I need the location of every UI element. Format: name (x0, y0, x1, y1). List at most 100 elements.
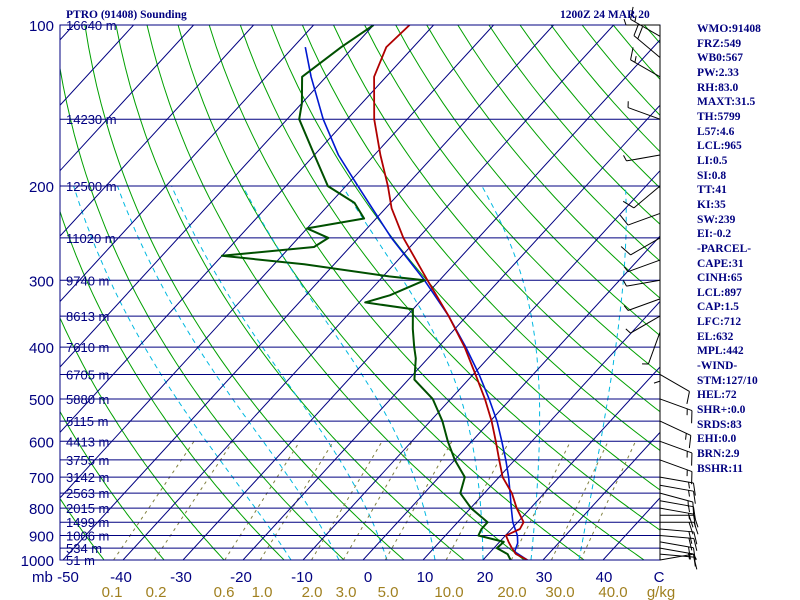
barb-shaft (633, 35, 661, 58)
stat-line: LCL:965 (697, 140, 742, 153)
stat-line: SRDS:83 (697, 418, 742, 431)
barb-shaft (659, 492, 693, 503)
stat-line: CAP:1.5 (697, 301, 739, 314)
barb-shaft (630, 237, 661, 256)
wind-barb (623, 18, 660, 26)
barb-shaft (659, 547, 694, 555)
barb-half-flag (623, 280, 627, 287)
pressure-label: 800 (29, 501, 54, 518)
barb-shaft (626, 154, 661, 162)
barb-shaft (627, 107, 661, 120)
stat-line: LI:0.5 (697, 154, 728, 167)
stat-line: PW:2.33 (697, 66, 739, 79)
stat-line: TT:41 (697, 184, 727, 197)
wind-barb (625, 315, 661, 334)
temp-tick-label: -20 (230, 569, 252, 586)
pressure-label: 700 (29, 470, 54, 487)
pressure-label: 600 (29, 434, 54, 451)
stat-line: EL:632 (697, 330, 734, 343)
isotherm (122, 25, 614, 560)
wind-barb (619, 212, 661, 226)
height-label: 5880 m (66, 392, 109, 407)
mixing-ratio-label: 2.0 (302, 584, 323, 600)
stat-line: CINH:65 (697, 272, 743, 285)
barb-half-flag (623, 155, 627, 162)
wind-barb (630, 47, 661, 78)
wind-barb (620, 237, 661, 256)
barb-flag (692, 491, 696, 504)
barb-shaft (659, 420, 692, 436)
pressure-label: 400 (29, 340, 54, 357)
isotherm (182, 39, 660, 560)
barb-shaft (630, 59, 661, 78)
height-label: 534 m (66, 541, 102, 556)
barb-flag (633, 23, 640, 36)
stat-line: L57:4.6 (697, 125, 735, 138)
moist-adiabat (117, 185, 340, 560)
pressure-label: 500 (29, 392, 54, 409)
barb-flag (619, 214, 629, 226)
stat-line: CAPE:31 (697, 257, 744, 270)
stat-line: RH:83.0 (697, 81, 739, 94)
wind-barb (659, 476, 696, 496)
barb-shaft (659, 440, 693, 454)
temp-tick-label: -40 (110, 569, 132, 586)
barb-half-flag (688, 482, 690, 489)
wind-barb (659, 547, 696, 567)
stat-line: STM:127/10 (697, 374, 758, 387)
dry-adiabat (146, 25, 525, 560)
mixing-ratio-line (259, 441, 334, 560)
mixing-ratio-line (224, 441, 301, 560)
wind-barb (642, 331, 661, 365)
barb-shaft (659, 507, 694, 515)
height-label: 51 m (66, 553, 95, 568)
barb-half-flag (685, 433, 687, 440)
barb-flag (692, 506, 696, 520)
wind-barb (659, 440, 693, 466)
height-label: 1006 m (66, 529, 109, 544)
moist-adiabat (578, 186, 627, 560)
mixing-ratio-line (510, 441, 571, 560)
isotherm (60, 25, 434, 434)
stat-line: -PARCEL- (697, 242, 752, 255)
wind-barb (659, 500, 696, 520)
height-label: 7610 m (66, 340, 109, 355)
barb-flag (688, 546, 691, 560)
wind-barb (622, 185, 661, 209)
barb-flag (688, 522, 694, 535)
barb-shaft (659, 528, 694, 533)
barb-shaft (630, 315, 661, 334)
barb-half-flag (623, 266, 629, 272)
isotherm (62, 25, 554, 560)
barb-flag (693, 531, 698, 545)
wind-barb (659, 398, 693, 424)
wind-barb (659, 459, 693, 485)
barb-flag (688, 537, 693, 551)
dry-adiabat (60, 209, 285, 560)
pressure-label: 200 (29, 179, 54, 196)
stat-line: BSHR:11 (697, 462, 744, 475)
barb-flag (688, 435, 692, 449)
barb-half-flag (688, 553, 690, 560)
moist-adiabat (341, 185, 484, 560)
stats-panel: WMO:91408 FRZ:549 WB0:567 PW:2.33 RH:83.… (697, 22, 797, 476)
mixing-ratio-label: 1.0 (252, 584, 273, 600)
barb-shaft (659, 476, 694, 484)
dry-adiabat (270, 25, 660, 491)
barb-shaft (647, 331, 661, 365)
height-label: 11020 m (66, 231, 116, 246)
barb-flag (686, 391, 690, 404)
barb-flag (622, 200, 635, 209)
mixing-ratio-label: 10.0 (434, 584, 463, 600)
wind-barb (653, 347, 661, 384)
wind-barb (660, 514, 699, 528)
height-label: 4413 m (66, 434, 109, 449)
wind-barb (659, 535, 698, 551)
dry-adiabat (84, 25, 405, 560)
stat-line: FRZ:549 (697, 37, 742, 50)
height-label: 2015 m (66, 501, 109, 516)
stat-line: WB0:567 (697, 52, 743, 65)
barb-flag (688, 531, 693, 544)
barb-flag (692, 482, 696, 496)
